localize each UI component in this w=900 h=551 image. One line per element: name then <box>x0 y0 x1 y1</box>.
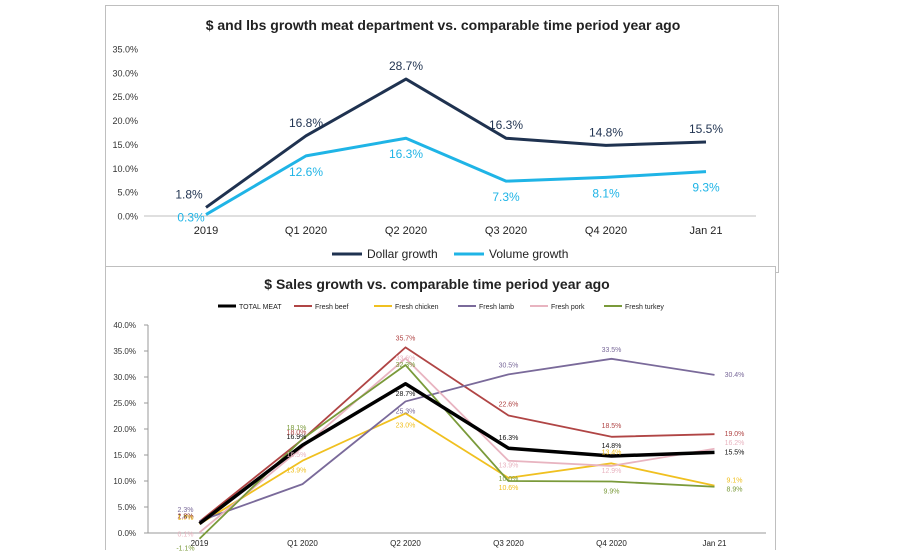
x-tick-label: Q4 2020 <box>596 539 627 548</box>
y-tick-label: 0.0% <box>117 212 138 222</box>
y-tick-label: 5.0% <box>118 503 136 512</box>
legend-label: Fresh chicken <box>395 304 439 311</box>
data-label: 1.7% <box>178 515 194 522</box>
x-tick-label: Q3 2020 <box>485 225 527 237</box>
y-tick-label: 25.0% <box>113 399 136 408</box>
data-label: 9.9% <box>604 489 620 496</box>
series-line-2 <box>199 412 715 525</box>
series-line-1 <box>205 136 707 216</box>
data-label: 8.1% <box>592 186 620 200</box>
series-line-0 <box>198 382 715 526</box>
y-tick-label: 0.0% <box>118 529 136 538</box>
x-tick-label: Q3 2020 <box>493 539 524 548</box>
y-tick-label: 25.0% <box>112 92 138 102</box>
legend-label: Dollar growth <box>367 247 438 261</box>
data-label: 15.5% <box>725 449 745 456</box>
data-label: 23.0% <box>396 422 416 429</box>
data-label: 7.3% <box>492 190 520 204</box>
data-label: 9.1% <box>727 478 743 485</box>
x-tick-label: 2019 <box>191 539 209 548</box>
y-tick-label: 10.0% <box>112 164 138 174</box>
data-label: 2.3% <box>178 507 194 514</box>
x-tick-label: Jan 21 <box>702 539 727 548</box>
data-label: 18.0% <box>287 429 307 436</box>
y-tick-label: 10.0% <box>113 477 136 486</box>
x-tick-label: Q1 2020 <box>287 539 318 548</box>
data-label: 12.9% <box>602 468 622 475</box>
data-label: 9.3% <box>692 181 720 195</box>
data-label: -1.1% <box>176 546 194 551</box>
y-tick-label: 40.0% <box>113 321 136 330</box>
legend-label: Fresh beef <box>315 304 349 311</box>
legend-label: Fresh pork <box>551 304 585 311</box>
series-line-1 <box>198 346 715 523</box>
data-label: 32.3% <box>396 362 416 369</box>
series-line-0 <box>205 77 707 209</box>
y-tick-label: 20.0% <box>112 116 138 126</box>
data-label: 10.6% <box>499 485 519 492</box>
data-label: 18.1% <box>287 425 307 432</box>
data-label: 16.3% <box>499 435 519 442</box>
y-tick-label: 5.0% <box>117 188 138 198</box>
data-label: 12.6% <box>289 165 323 179</box>
data-label: 19.0% <box>725 431 745 438</box>
data-label: 28.7% <box>396 391 416 398</box>
legend-label: Fresh lamb <box>479 304 514 311</box>
series-line-5 <box>198 364 715 540</box>
y-tick-label: 15.0% <box>113 451 136 460</box>
data-label: 14.8% <box>589 125 623 139</box>
data-label: 0.1% <box>178 531 194 538</box>
chart-title: $ and lbs growth meat department vs. com… <box>206 17 681 33</box>
chart-title: $ Sales growth vs. comparable time perio… <box>264 276 609 292</box>
data-label: 13.9% <box>287 468 307 475</box>
legend-label: Volume growth <box>489 247 568 261</box>
data-label: 30.4% <box>725 372 745 379</box>
y-tick-label: 35.0% <box>112 45 138 55</box>
sales-growth-chart: $ Sales growth vs. comparable time perio… <box>113 276 766 551</box>
data-label: 28.7% <box>389 59 423 73</box>
data-label: 14.8% <box>602 443 622 450</box>
data-label: 18.5% <box>602 423 622 430</box>
y-tick-label: 35.0% <box>113 347 136 356</box>
data-label: 30.5% <box>499 362 519 369</box>
data-label: 16.8% <box>289 116 323 130</box>
x-tick-label: Q4 2020 <box>585 225 627 237</box>
growth-chart-panel: $ and lbs growth meat department vs. com… <box>105 5 779 273</box>
data-label: 16.2% <box>725 440 745 447</box>
y-tick-label: 15.0% <box>112 140 138 150</box>
data-label: 16.9% <box>287 434 307 441</box>
x-tick-label: Q2 2020 <box>390 539 421 548</box>
legend-label: Fresh turkey <box>625 304 664 311</box>
data-label: 33.5% <box>602 347 622 354</box>
y-tick-label: 30.0% <box>112 68 138 78</box>
series-line-3 <box>199 357 715 522</box>
data-label: 0.3% <box>177 211 205 225</box>
y-tick-label: 30.0% <box>113 373 136 382</box>
data-label: 35.7% <box>396 335 416 342</box>
data-label: 16.3% <box>489 118 523 132</box>
x-tick-label: Q1 2020 <box>285 225 327 237</box>
data-label: 1.8% <box>178 514 194 521</box>
data-label: 16.5% <box>287 452 307 459</box>
data-label: 15.5% <box>689 122 723 136</box>
data-label: 16.3% <box>389 147 423 161</box>
data-label: 22.6% <box>499 401 519 408</box>
x-tick-label: 2019 <box>194 225 218 237</box>
data-label: 25.3% <box>396 408 416 415</box>
legend-label: TOTAL MEAT <box>239 304 282 311</box>
x-tick-label: Q2 2020 <box>385 225 427 237</box>
y-tick-label: 20.0% <box>113 425 136 434</box>
data-label: 13.4% <box>602 449 622 456</box>
series-line-4 <box>198 357 715 534</box>
data-label: 2.2% <box>178 514 194 521</box>
data-label: 1.8% <box>175 187 203 201</box>
x-tick-label: Jan 21 <box>689 225 722 237</box>
growth-chart: $ and lbs growth meat department vs. com… <box>112 17 756 261</box>
data-label: 8.9% <box>727 487 743 494</box>
data-label: 13.9% <box>499 463 519 470</box>
data-label: 10.0% <box>499 476 519 483</box>
sales-growth-chart-panel: $ Sales growth vs. comparable time perio… <box>105 266 776 551</box>
data-label: 33.6% <box>396 355 416 362</box>
